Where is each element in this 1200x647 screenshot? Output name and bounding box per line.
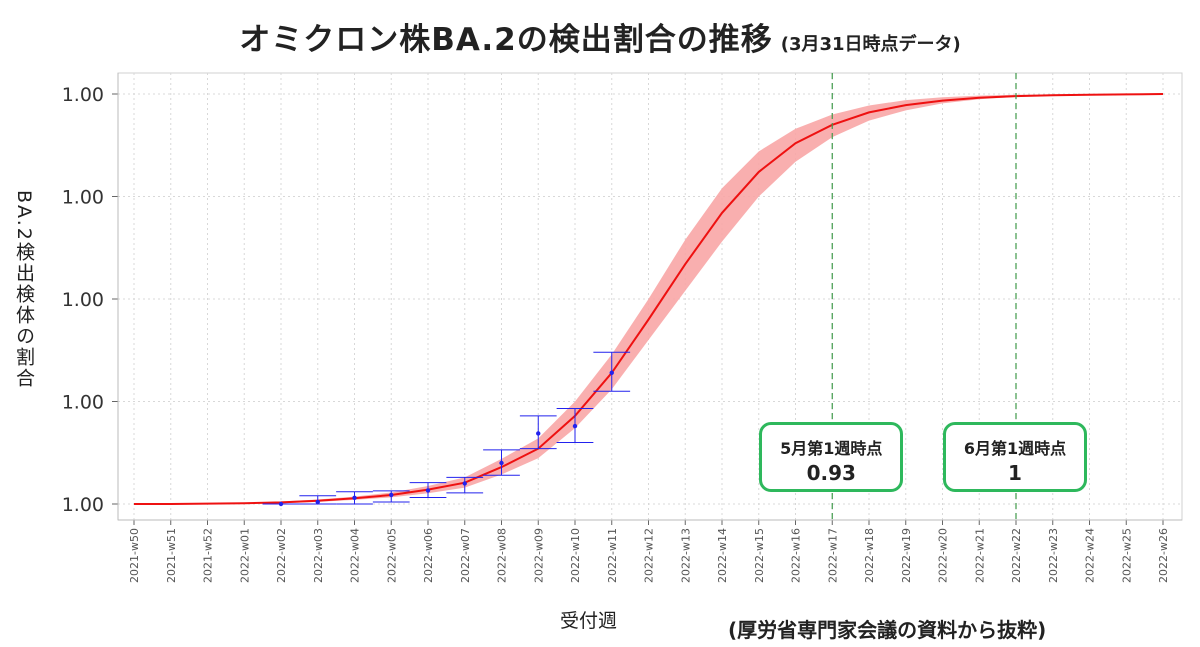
observed-point <box>572 423 578 429</box>
x-tick-label: 2022-w23 <box>1047 528 1060 583</box>
callout-june-label: 6月第1週時点 <box>963 439 1067 458</box>
y-tick-label: 1.00 <box>62 494 104 516</box>
observed-point <box>278 501 284 507</box>
y-tick-label: 1.00 <box>62 84 104 106</box>
callout-may: 5月第1週時点 0.93 <box>759 422 904 492</box>
x-tick-label: 2022-w08 <box>496 528 509 583</box>
x-tick-label: 2022-w25 <box>1120 528 1133 583</box>
y-axis-label: BA.2検出検体の割合 <box>13 190 35 389</box>
observed-point <box>352 495 357 501</box>
x-tick-label: 2022-w22 <box>1010 528 1023 583</box>
x-tick-label: 2022-w07 <box>459 528 472 583</box>
callout-june-value: 1 <box>1008 461 1022 485</box>
x-tick-label: 2022-w01 <box>238 528 251 583</box>
y-tick-label: 1.00 <box>62 289 104 311</box>
chart-title: オミクロン株BA.2の検出割合の推移 <box>239 22 773 58</box>
callout-may-label: 5月第1週時点 <box>780 439 883 458</box>
chart-subtitle: (3月31日時点データ) <box>780 34 961 55</box>
callout-june: 6月第1週時点 1 <box>943 422 1087 492</box>
observed-point <box>499 460 504 466</box>
observed-point-group <box>372 490 410 503</box>
observed-point <box>315 499 320 505</box>
x-tick-label: 2022-w12 <box>643 528 656 583</box>
x-tick-label: 2022-w26 <box>1157 528 1170 583</box>
x-tick-label: 2022-w19 <box>900 528 913 583</box>
x-tick-label: 2022-w04 <box>349 528 362 583</box>
observed-point <box>425 488 431 493</box>
observed-point-group <box>336 491 373 505</box>
x-tick-label: 2022-w24 <box>1084 528 1097 583</box>
x-tick-label: 2022-w21 <box>973 528 986 583</box>
observed-point-group <box>409 482 447 498</box>
observed-point <box>536 431 541 436</box>
x-tick-label: 2022-w11 <box>606 528 619 583</box>
x-tick-label: 2022-w15 <box>753 528 766 583</box>
source-note: (厚労省専門家会議の資料から抜粋) <box>728 618 1047 642</box>
callout-may-value: 0.93 <box>806 461 856 485</box>
x-tick-label: 2021-w50 <box>128 528 141 583</box>
y-tick-label: 1.00 <box>62 392 104 414</box>
observed-point <box>609 370 614 375</box>
x-tick-label: 2022-w02 <box>275 528 288 583</box>
x-tick-label: 2021-w52 <box>202 528 215 583</box>
x-tick-label: 2022-w09 <box>532 528 545 583</box>
observed-point-group <box>483 449 520 476</box>
x-tick-label: 2022-w14 <box>716 528 729 583</box>
fit-line <box>134 93 1164 505</box>
x-tick-label: 2022-w18 <box>863 528 876 583</box>
x-tick-label: 2022-w05 <box>385 528 398 583</box>
observed-point-group <box>262 501 300 507</box>
observed-point-group <box>446 476 484 494</box>
y-tick-label: 1.00 <box>62 187 104 209</box>
x-axis-label: 受付週 <box>560 610 618 632</box>
x-tick-label: 2021-w51 <box>165 528 178 583</box>
observed-point <box>462 481 467 486</box>
confidence-band <box>134 94 1163 504</box>
x-tick-label: 2022-w16 <box>790 528 803 583</box>
observed-point-group <box>593 351 631 392</box>
x-tick-label: 2022-w17 <box>826 528 839 583</box>
title-row: オミクロン株BA.2の検出割合の推移 (3月31日時点データ) <box>0 14 1200 59</box>
x-tick-label: 2022-w03 <box>312 528 325 583</box>
observed-point <box>389 492 394 498</box>
x-tick-label: 2022-w13 <box>679 528 692 583</box>
x-tick-label: 2022-w10 <box>569 528 582 583</box>
observed-point-group <box>299 495 337 505</box>
x-tick-label: 2022-w06 <box>422 528 435 583</box>
observed-point-group <box>556 407 594 443</box>
x-tick-label: 2022-w20 <box>937 528 950 583</box>
observed-point-group <box>519 415 557 450</box>
